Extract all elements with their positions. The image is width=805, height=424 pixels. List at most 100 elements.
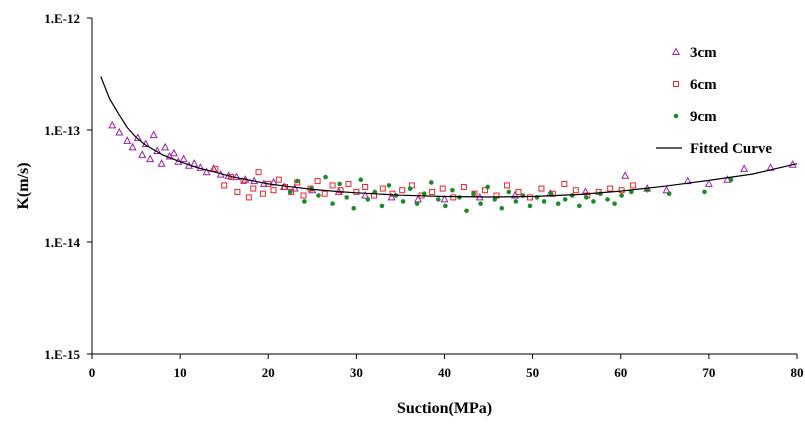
legend-marker: [671, 47, 681, 55]
series-9cm: [287, 174, 734, 214]
data-point-9cm: [464, 208, 469, 214]
data-point-9cm: [555, 201, 561, 206]
data-point-3cm: [232, 172, 241, 181]
data-point-9cm: [302, 199, 307, 204]
data-point-9cm: [492, 197, 498, 202]
data-point-9cm: [612, 201, 617, 206]
data-point-3cm: [440, 194, 449, 203]
data-point-9cm: [428, 180, 434, 185]
data-point-9cm: [407, 186, 413, 191]
data-point-9cm: [728, 177, 734, 182]
data-point-9cm: [386, 183, 392, 188]
data-point-6cm: [337, 187, 344, 194]
data-point-6cm: [607, 185, 614, 192]
data-point-9cm: [457, 195, 462, 200]
legend-item-6cm: 6cm: [673, 77, 717, 93]
data-point-9cm: [450, 187, 455, 193]
data-point-3cm: [157, 159, 166, 167]
x-tick-label: 50: [526, 365, 539, 380]
data-point-9cm: [619, 193, 624, 198]
data-point-6cm: [345, 180, 352, 187]
data-point-3cm: [108, 120, 117, 129]
data-point-9cm: [421, 191, 427, 196]
data-point-3cm: [662, 185, 671, 194]
data-point-9cm: [513, 199, 519, 204]
data-point-3cm: [621, 171, 630, 179]
x-tick-label: 20: [262, 365, 275, 380]
data-point-9cm: [591, 199, 596, 204]
data-point-9cm: [506, 189, 512, 195]
x-tick-label: 30: [350, 365, 363, 380]
x-tick-label: 80: [791, 365, 804, 380]
data-point-9cm: [436, 197, 441, 202]
data-point-9cm: [344, 195, 349, 200]
data-point-9cm: [337, 181, 342, 187]
data-point-9cm: [605, 197, 610, 202]
data-point-9cm: [629, 189, 634, 195]
data-point-9cm: [295, 178, 300, 184]
data-point-3cm: [115, 127, 124, 136]
legend-marker: [673, 113, 679, 119]
data-point-9cm: [569, 193, 575, 198]
data-point-6cm: [630, 182, 637, 189]
data-point-3cm: [202, 167, 211, 176]
data-point-9cm: [478, 201, 483, 206]
data-point-9cm: [499, 205, 505, 211]
data-point-6cm: [250, 185, 257, 192]
x-tick-label: 10: [174, 365, 187, 380]
data-point-3cm: [196, 163, 205, 171]
data-point-9cm: [414, 201, 420, 206]
legend-item-Fitted Curve: Fitted Curve: [656, 141, 772, 157]
data-point-9cm: [372, 189, 378, 195]
x-tick-label: 40: [438, 365, 451, 380]
data-point-9cm: [358, 177, 364, 182]
x-tick-label: 70: [702, 365, 715, 380]
y-tick-label: 1.E-13: [44, 123, 80, 138]
data-point-9cm: [316, 193, 321, 198]
data-point-6cm: [450, 194, 457, 201]
data-point-6cm: [439, 185, 446, 192]
data-point-6cm: [221, 182, 228, 189]
data-point-6cm: [234, 188, 241, 195]
legend: 3cm 6cm 9cm Fitted Curve: [656, 45, 772, 157]
legend-label: Fitted Curve: [690, 141, 772, 157]
data-point-3cm: [414, 194, 423, 203]
legend-marker: [673, 81, 679, 87]
data-point-9cm: [443, 203, 448, 209]
data-point-3cm: [361, 190, 370, 199]
data-point-3cm: [146, 154, 155, 163]
data-point-6cm: [353, 188, 360, 195]
data-point-3cm: [740, 164, 749, 172]
data-point-3cm: [179, 154, 188, 163]
data-point-6cm: [515, 188, 522, 195]
data-point-9cm: [365, 197, 371, 202]
data-point-3cm: [128, 142, 137, 151]
data-point-6cm: [314, 178, 321, 185]
data-point-9cm: [400, 199, 406, 204]
data-point-9cm: [577, 203, 582, 209]
data-point-3cm: [704, 179, 713, 187]
data-point-9cm: [702, 189, 707, 195]
data-point-6cm: [561, 180, 568, 187]
y-tick-label: 1.E-15: [44, 347, 80, 362]
data-point-6cm: [300, 192, 307, 199]
y-axis-title: K(m/s): [15, 162, 32, 209]
data-point-9cm: [471, 191, 476, 196]
data-point-3cm: [169, 148, 178, 157]
x-axis-title: Suction(MPa): [397, 400, 492, 417]
data-point-6cm: [572, 187, 579, 194]
legend-label: 9cm: [690, 109, 717, 125]
data-point-9cm: [485, 184, 490, 190]
data-point-9cm: [548, 191, 554, 196]
data-point-3cm: [149, 130, 158, 139]
data-point-6cm: [329, 182, 336, 189]
data-point-9cm: [527, 203, 533, 209]
fitted-curve-line: [100, 76, 798, 198]
data-point-9cm: [562, 197, 568, 202]
x-tick-label: 0: [89, 365, 96, 380]
data-point-6cm: [538, 185, 545, 192]
data-point-9cm: [379, 203, 385, 209]
data-point-9cm: [584, 195, 589, 200]
axes: 0 10 20 30 40 50 60 70 80 1.E-15 1.E-14 1.E-13 1.E-1…: [44, 11, 803, 380]
data-point-9cm: [541, 199, 547, 204]
